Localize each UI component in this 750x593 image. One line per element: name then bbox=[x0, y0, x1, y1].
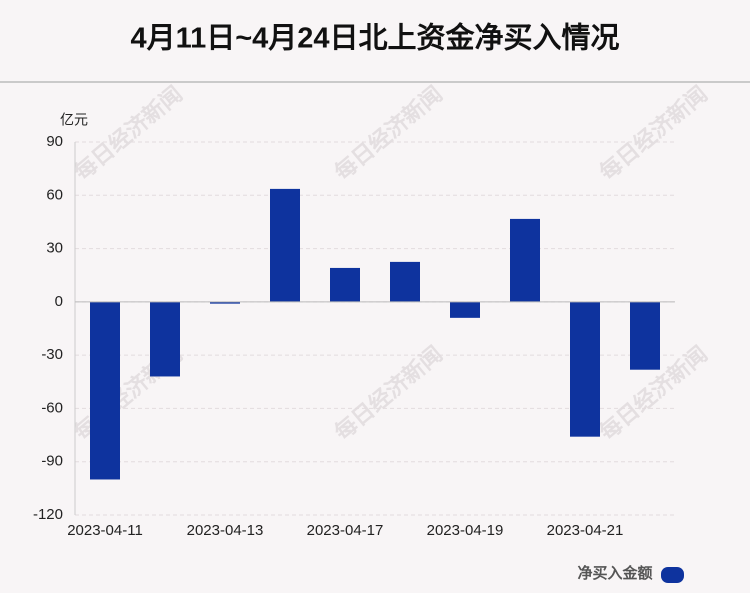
y-tick-label: -30 bbox=[41, 346, 63, 363]
y-tick-label: -120 bbox=[33, 506, 63, 523]
bar bbox=[150, 301, 180, 377]
bar bbox=[630, 301, 660, 370]
legend-label: 净买入金额 bbox=[577, 564, 652, 582]
bar bbox=[390, 261, 420, 302]
bar bbox=[90, 301, 120, 480]
bar bbox=[210, 301, 240, 304]
bar bbox=[450, 301, 480, 318]
y-tick-label: -90 bbox=[41, 453, 63, 470]
x-tick-label: 2023-04-11 bbox=[67, 522, 143, 539]
bar bbox=[510, 218, 540, 302]
y-tick-label: 30 bbox=[46, 240, 63, 257]
y-tick-label: -60 bbox=[41, 399, 63, 416]
bar bbox=[570, 301, 600, 437]
x-tick-label: 2023-04-19 bbox=[427, 522, 504, 539]
y-tick-label: 0 bbox=[55, 293, 63, 310]
legend-swatch bbox=[661, 567, 684, 583]
bar bbox=[330, 267, 360, 302]
x-tick-label: 2023-04-13 bbox=[187, 522, 264, 539]
x-tick-label: 2023-04-17 bbox=[307, 522, 384, 539]
x-tick-label: 2023-04-21 bbox=[547, 522, 624, 539]
bar bbox=[270, 188, 300, 302]
y-tick-label: 60 bbox=[46, 186, 63, 203]
y-tick-label: 90 bbox=[46, 133, 63, 150]
chart-title: 4月11日~4月24日北上资金净买入情况 bbox=[130, 21, 619, 55]
y-unit: 亿元 bbox=[60, 112, 88, 128]
